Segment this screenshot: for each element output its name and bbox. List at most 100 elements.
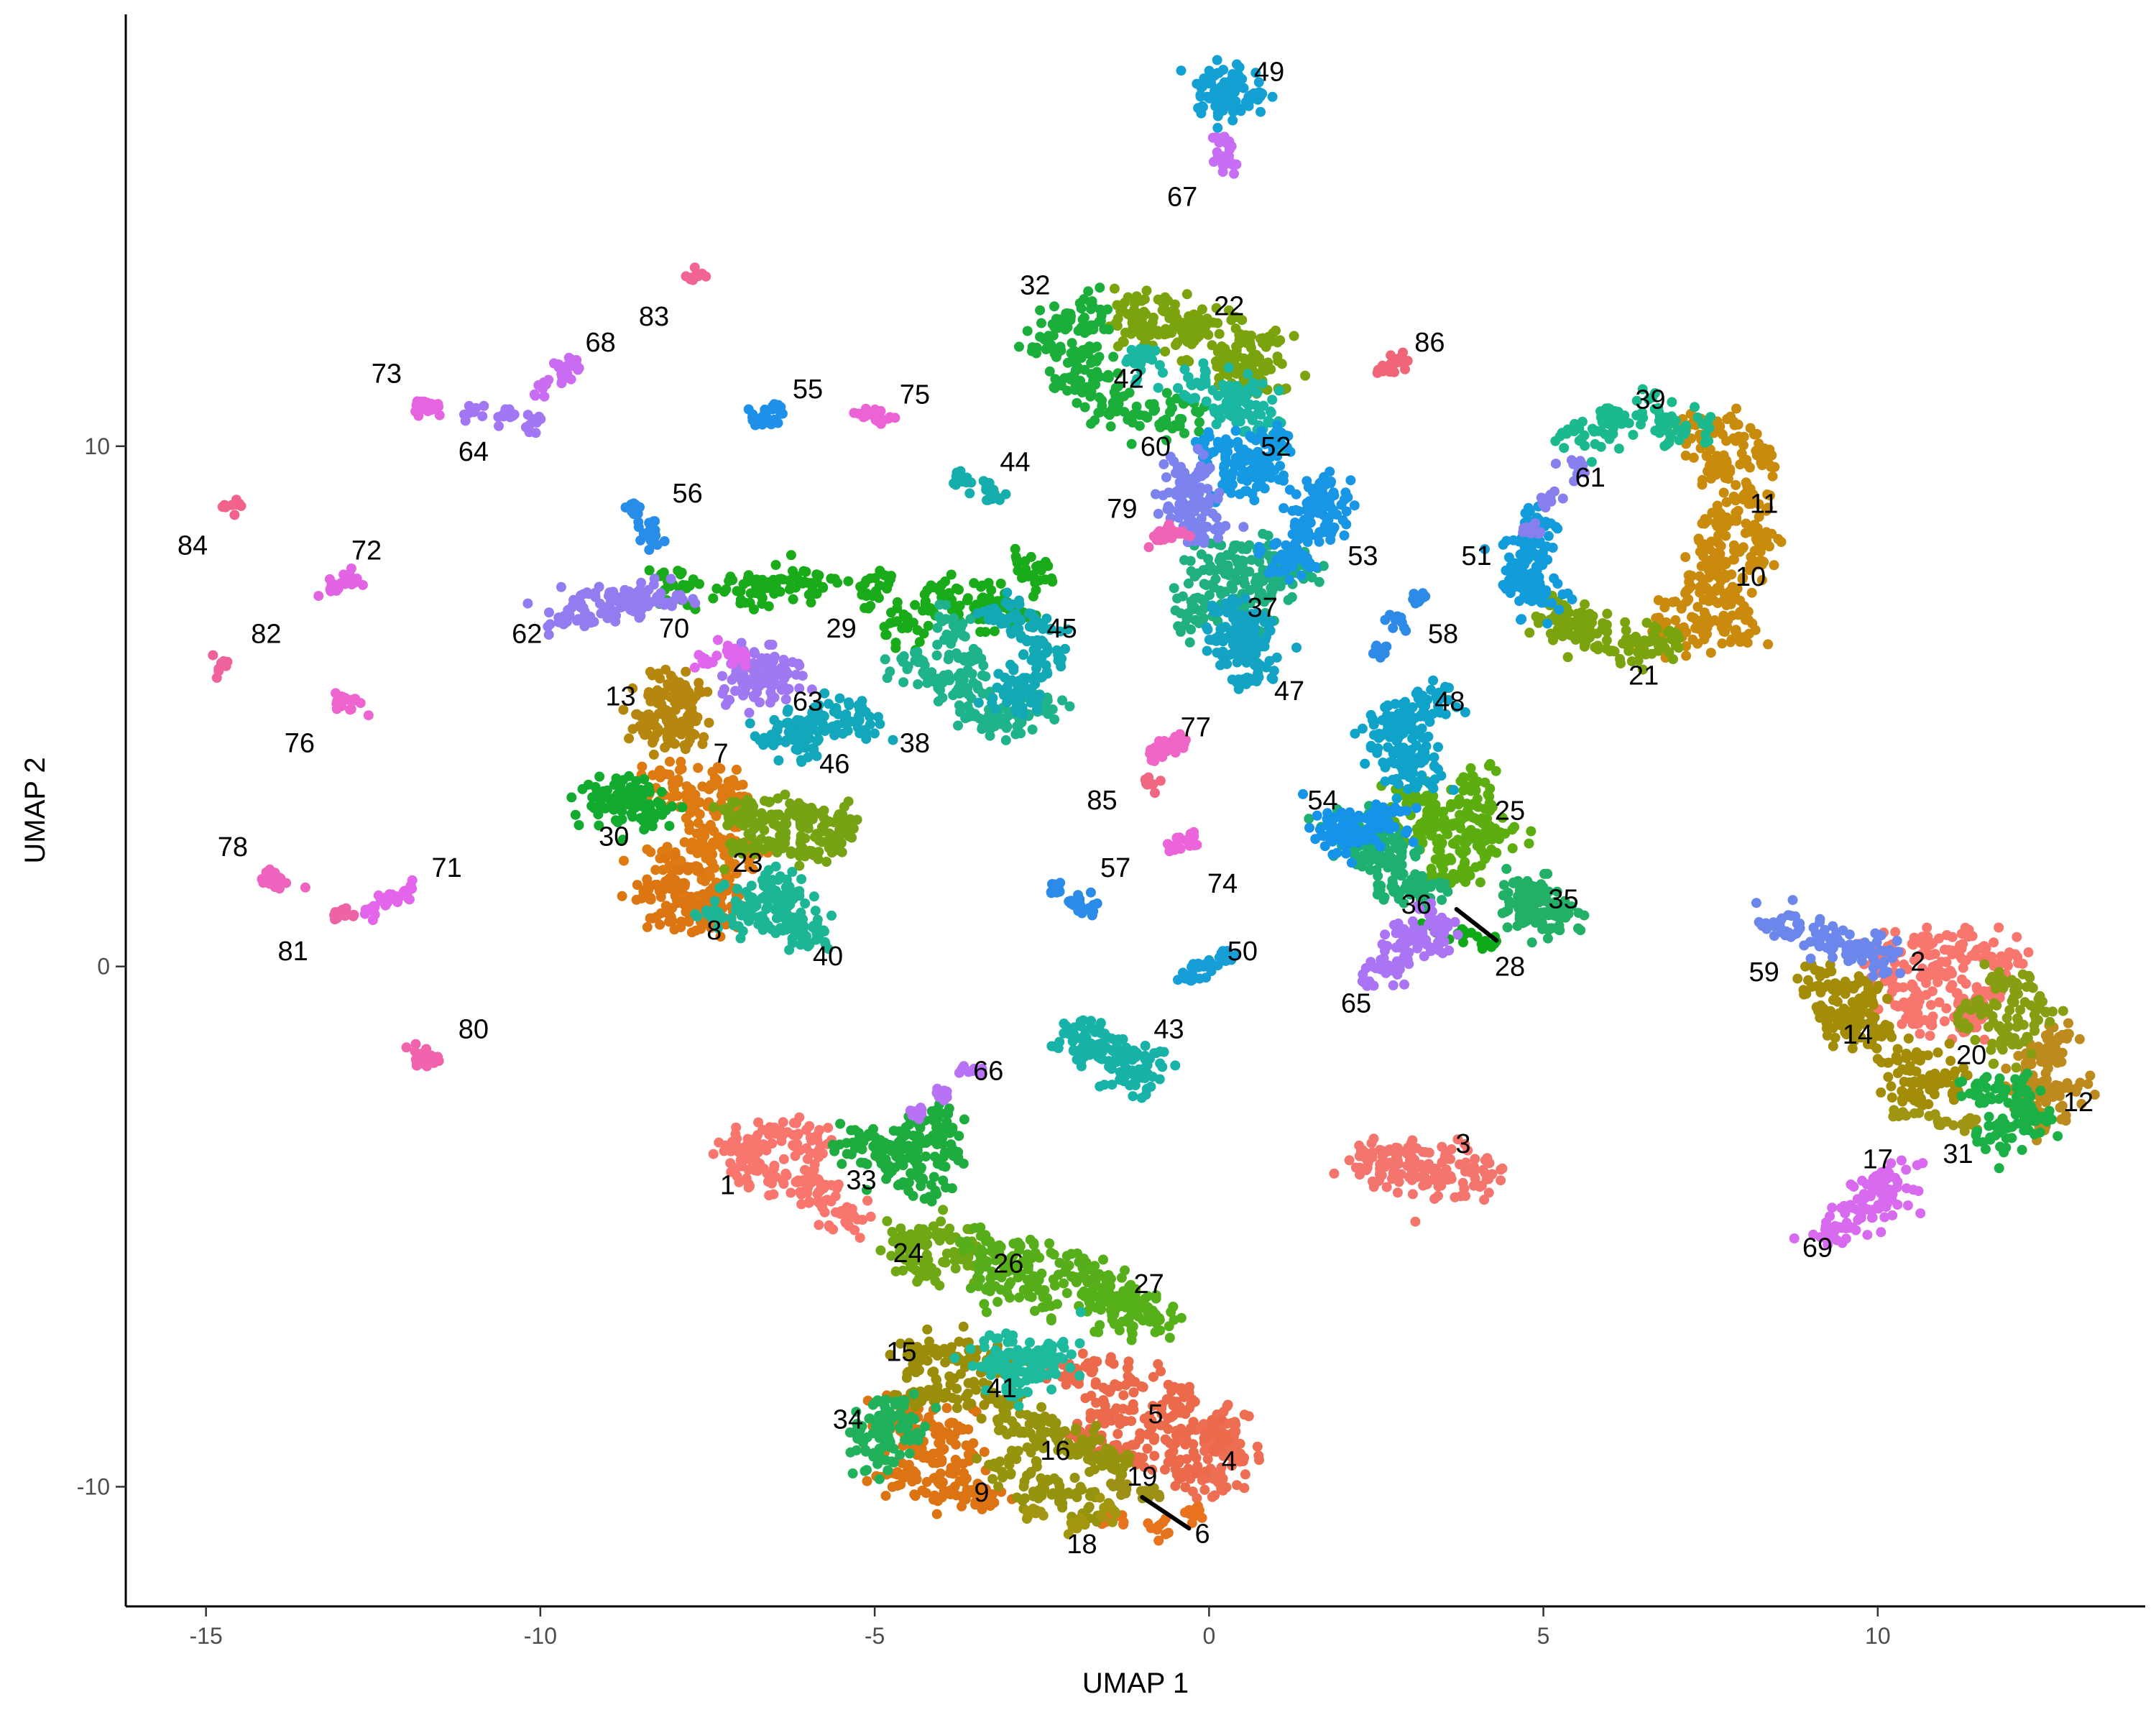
point xyxy=(882,1440,893,1451)
point xyxy=(994,1425,1004,1435)
point xyxy=(1755,546,1766,557)
point xyxy=(1084,1290,1095,1301)
point xyxy=(759,825,770,835)
point xyxy=(875,1245,886,1256)
point xyxy=(1916,1079,1927,1090)
point xyxy=(865,601,876,611)
point xyxy=(1176,1423,1187,1434)
point xyxy=(1620,617,1631,627)
point xyxy=(1108,351,1119,362)
point xyxy=(770,580,781,591)
point xyxy=(806,597,816,608)
point xyxy=(1010,551,1021,562)
point xyxy=(1107,1517,1118,1527)
point xyxy=(1891,1054,1902,1064)
point xyxy=(1105,1384,1116,1395)
point xyxy=(658,865,668,875)
point xyxy=(831,1183,842,1194)
point xyxy=(1948,1120,1959,1131)
point xyxy=(1868,1000,1879,1011)
point xyxy=(801,1143,811,1154)
point xyxy=(1014,341,1024,352)
point xyxy=(640,884,651,895)
point xyxy=(1155,1519,1165,1530)
point xyxy=(1164,1333,1175,1343)
point xyxy=(1075,1481,1086,1492)
point xyxy=(1079,402,1090,413)
point xyxy=(637,794,648,804)
point xyxy=(2004,1005,2015,1016)
point xyxy=(904,1448,915,1459)
point xyxy=(1989,937,1999,948)
point xyxy=(660,901,671,911)
point xyxy=(1526,826,1537,837)
point xyxy=(590,803,601,814)
point xyxy=(1151,1310,1161,1320)
point xyxy=(979,1497,990,1508)
point xyxy=(1272,337,1283,348)
point xyxy=(719,864,729,875)
point xyxy=(1754,499,1764,510)
point xyxy=(1899,959,1909,970)
point xyxy=(2013,1051,2024,1061)
point xyxy=(1199,1484,1210,1495)
point xyxy=(1681,650,1692,661)
point xyxy=(1169,312,1179,323)
point xyxy=(1858,999,1869,1010)
point xyxy=(1424,1147,1434,1158)
point xyxy=(935,1468,946,1479)
point xyxy=(1938,1071,1949,1081)
point xyxy=(1436,1180,1447,1191)
point xyxy=(964,1242,975,1253)
point xyxy=(1909,1052,1920,1062)
point xyxy=(645,894,656,905)
point xyxy=(968,1438,979,1448)
point xyxy=(2022,1031,2032,1042)
point xyxy=(1939,944,1950,955)
point xyxy=(1163,1413,1174,1424)
point xyxy=(1682,596,1692,607)
point xyxy=(1921,978,1932,988)
point xyxy=(703,866,714,877)
point xyxy=(1557,627,1568,638)
point xyxy=(743,829,754,840)
point xyxy=(883,1420,894,1430)
point xyxy=(962,1400,973,1411)
point xyxy=(1662,627,1673,638)
point xyxy=(1988,1059,1999,1070)
point xyxy=(1712,500,1723,511)
point xyxy=(951,1466,962,1477)
point xyxy=(781,1170,792,1181)
point xyxy=(1142,1443,1153,1454)
point xyxy=(834,809,844,819)
point xyxy=(667,792,678,802)
point xyxy=(632,880,642,891)
point xyxy=(688,794,699,805)
point xyxy=(1238,1456,1248,1466)
point xyxy=(642,921,653,932)
point xyxy=(2013,1039,2024,1050)
point xyxy=(1070,382,1081,392)
point xyxy=(1176,1386,1187,1397)
point xyxy=(1558,613,1569,624)
point xyxy=(1260,365,1271,376)
point xyxy=(1104,324,1114,335)
point xyxy=(1480,936,1491,947)
point xyxy=(1957,1076,1968,1087)
point xyxy=(1381,1159,1391,1169)
point xyxy=(1601,635,1612,645)
point xyxy=(768,1189,779,1200)
point xyxy=(1450,1192,1460,1202)
point xyxy=(1994,922,2004,933)
point xyxy=(1097,400,1107,411)
point xyxy=(683,865,694,875)
point xyxy=(1118,1404,1128,1414)
point xyxy=(909,1489,920,1500)
point xyxy=(835,1118,846,1129)
point xyxy=(921,1226,931,1237)
point xyxy=(1406,1151,1417,1162)
point xyxy=(698,889,709,900)
point xyxy=(950,1455,961,1465)
point xyxy=(1189,313,1200,324)
